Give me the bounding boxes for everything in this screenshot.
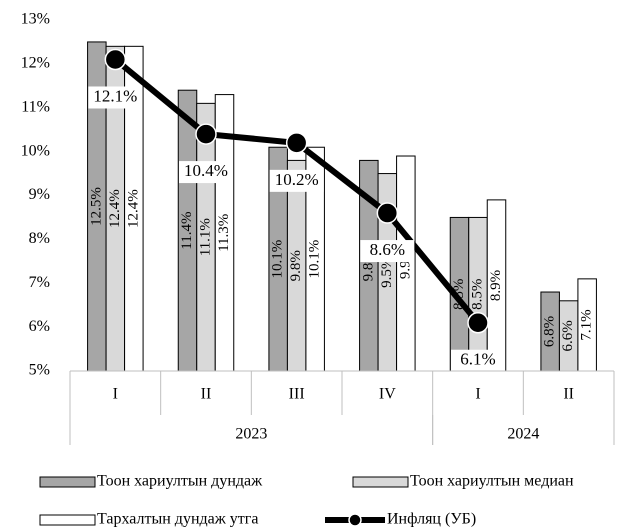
x-tick-label: II bbox=[201, 386, 212, 403]
line-value-label: 10.2% bbox=[275, 170, 319, 189]
line-marker bbox=[376, 202, 399, 224]
line-label-bg bbox=[88, 86, 143, 109]
line-value-label: 8.6% bbox=[370, 240, 405, 259]
group-label: 2023 bbox=[235, 426, 267, 443]
x-tick-label: I bbox=[475, 386, 480, 403]
line-marker bbox=[285, 132, 308, 154]
x-tick-label: II bbox=[563, 386, 574, 403]
y-tick-label: 9% bbox=[29, 186, 50, 203]
line-value-label: 6.1% bbox=[460, 350, 495, 369]
legend-swatch bbox=[39, 476, 96, 488]
bar-value-label: 11.3% bbox=[216, 214, 232, 252]
bar-value-label: 12.5% bbox=[88, 187, 104, 226]
y-tick-label: 13% bbox=[21, 11, 50, 28]
line-value-label: 12.1% bbox=[93, 86, 137, 105]
y-tick-label: 6% bbox=[29, 318, 50, 335]
bar-value-label: 12.4% bbox=[107, 189, 123, 228]
x-tick-label: I bbox=[113, 386, 118, 403]
legend-label: Тоон хариултын дундаж bbox=[97, 473, 263, 490]
legend-label: Тоон хариултын медиан bbox=[410, 473, 574, 490]
bar-value-label: 6.6% bbox=[560, 320, 576, 351]
line-marker bbox=[195, 123, 217, 145]
y-tick-label: 11% bbox=[21, 98, 50, 115]
legend-label: Инфляц (УБ) bbox=[387, 511, 476, 528]
bar-value-label: 9.8% bbox=[288, 250, 304, 281]
bar-value-label: 11.4% bbox=[179, 211, 195, 249]
line-label-bg bbox=[360, 240, 415, 263]
bar-value-label: 8.5% bbox=[469, 279, 485, 310]
line-marker bbox=[104, 48, 127, 71]
group-label: 2024 bbox=[507, 426, 539, 443]
bar-value-label: 11.1% bbox=[197, 218, 213, 256]
line-label-bg bbox=[179, 161, 233, 184]
line-marker bbox=[467, 311, 489, 334]
x-tick-label: III bbox=[289, 386, 305, 403]
bar-value-label: 6.8% bbox=[542, 316, 558, 347]
line-label-bg bbox=[451, 349, 505, 372]
legend-marker bbox=[348, 513, 362, 527]
y-tick-label: 7% bbox=[29, 274, 50, 291]
legend-swatch bbox=[39, 514, 96, 526]
legend-swatch bbox=[352, 476, 409, 488]
y-tick-label: 10% bbox=[21, 142, 50, 159]
bar-value-label: 7.1% bbox=[579, 309, 595, 340]
legend-label: Тархалтын дундаж утга bbox=[97, 511, 258, 528]
bar-value-label: 12.4% bbox=[125, 189, 141, 228]
y-tick-label: 5% bbox=[29, 362, 50, 379]
bar-value-label: 8.9% bbox=[488, 270, 504, 301]
x-tick-label: IV bbox=[379, 386, 396, 403]
bar-value-label: 10.1% bbox=[307, 240, 323, 279]
y-tick-label: 12% bbox=[21, 55, 50, 72]
y-tick-label: 8% bbox=[29, 230, 50, 247]
bar-value-label: 9.5% bbox=[379, 257, 395, 288]
line-label-bg bbox=[269, 169, 324, 192]
line-value-label: 10.4% bbox=[184, 161, 228, 180]
bar-value-label: 10.1% bbox=[270, 240, 286, 279]
